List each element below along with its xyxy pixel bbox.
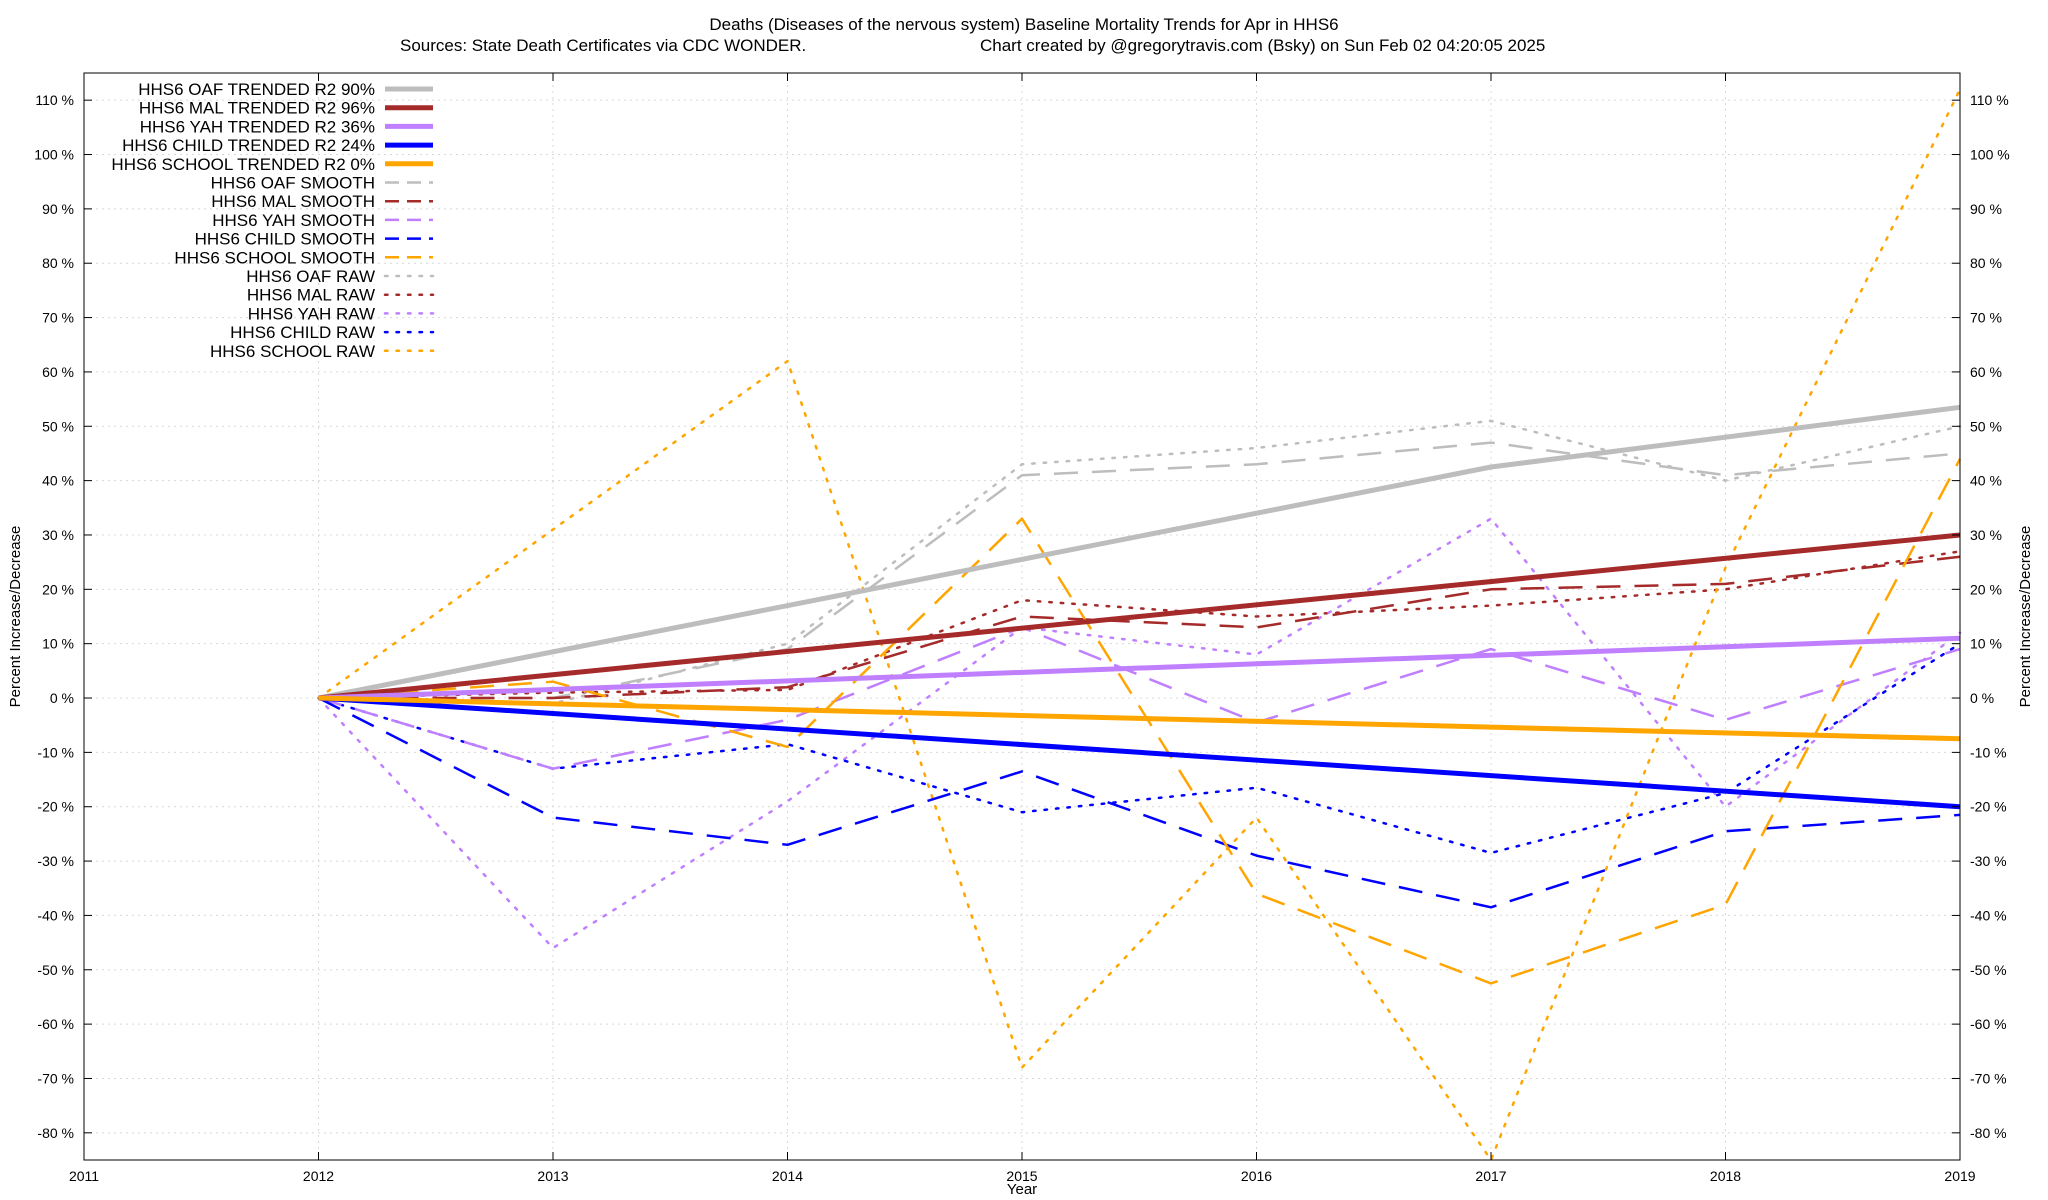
series-line-child-solid [318,695,1961,810]
y-tick-label-left: 90 % [42,201,74,217]
series-line-yah-dashed [318,626,1961,770]
y-tick-label-left: 60 % [42,364,74,380]
y-tick-label-right: -60 % [1970,1016,2007,1032]
axis-ticks: 2011 2012 2013 2014 2015 2016 2017 2018 2019 -80 … [34,73,2010,1184]
y-tick-label-right: 0 % [1970,690,1994,706]
legend-entry-label: HHS6 CHILD TRENDED R2 24% [122,136,375,155]
x-tick-label: 2012 [303,1168,334,1184]
y-tick-label-right: 60 % [1970,364,2002,380]
x-tick-label: 2015 [1006,1168,1037,1184]
chart-title: Deaths (Diseases of the nervous system) … [709,15,1338,34]
y-tick-label-right: 90 % [1970,201,2002,217]
chart-subtitle-credit: Chart created by @gregorytravis.com (Bsk… [980,36,1545,55]
y-tick-label-left: -10 % [37,744,74,760]
series-line-oaf-solid [318,404,1961,701]
y-tick-label-left: 50 % [42,418,74,434]
legend-entry-label: HHS6 OAF RAW [246,267,375,286]
series-line-school-dotted [317,88,1962,1162]
x-tick-label: 2018 [1710,1168,1741,1184]
y-tick-label-right: -20 % [1970,799,2007,815]
y-tick-label-left: -40 % [37,907,74,923]
y-tick-label-right: 100 % [1970,147,2010,163]
y-tick-label-left: 100 % [34,147,74,163]
y-tick-label-left: 10 % [42,636,74,652]
y-tick-label-left: -60 % [37,1016,74,1032]
y-tick-label-left: -80 % [37,1125,74,1141]
x-tick-label: 2017 [1475,1168,1506,1184]
series-line-child-dashed [317,696,1961,909]
y-axis-label-left: Percent Increase/Decrease [7,526,24,708]
legend-entry-label: HHS6 CHILD SMOOTH [195,230,375,249]
legend-entry-label: HHS6 YAH SMOOTH [212,211,375,230]
x-tick-label: 2014 [772,1168,803,1184]
y-tick-label-left: 80 % [42,255,74,271]
legend-entry-label: HHS6 YAH TRENDED R2 36% [140,117,375,136]
y-tick-label-left: -20 % [37,799,74,815]
legend-entry-label: HHS6 SCHOOL RAW [210,342,375,361]
series-line-school-solid [318,695,1961,742]
x-tick-label: 2019 [1944,1168,1975,1184]
legend-entry-label: HHS6 OAF TRENDED R2 90% [138,80,375,99]
legend-entry-label: HHS6 SCHOOL SMOOTH [174,248,375,267]
series-line-oaf-dotted [317,419,1962,705]
y-tick-label-right: 110 % [1970,92,2009,108]
y-tick-label-left: 70 % [42,310,74,326]
chart-subtitle-source: Sources: State Death Certificates via CD… [400,36,806,55]
x-tick-label: 2011 [69,1168,99,1184]
series-line-mal-solid [318,532,1961,701]
series-line-yah-dotted [317,517,1962,950]
x-tick-label: 2013 [537,1168,568,1184]
series-line-school-dashed [318,458,1962,985]
grid [83,73,1961,1160]
y-tick-label-right: 50 % [1970,418,2002,434]
legend-entry-label: HHS6 OAF SMOOTH [211,174,375,193]
y-tick-label-left: 110 % [35,92,74,108]
y-tick-label-right: -10 % [1970,744,2007,760]
y-tick-label-right: 40 % [1970,473,2002,489]
y-tick-label-right: -70 % [1970,1070,2007,1086]
y-tick-label-left: -30 % [37,853,74,869]
y-tick-label-right: -40 % [1970,907,2007,923]
y-tick-label-left: -70 % [37,1070,74,1086]
y-tick-label-left: 0 % [50,690,74,706]
series-line-yah-solid [318,635,1961,701]
y-tick-label-left: 30 % [42,527,74,543]
y-tick-label-right: -50 % [1970,962,2007,978]
y-tick-label-right: 30 % [1970,527,2002,543]
y-tick-label-left: 40 % [42,473,74,489]
y-tick-label-right: -80 % [1970,1125,2007,1141]
y-tick-label-right: 70 % [1970,310,2002,326]
legend-entry-label: HHS6 MAL RAW [247,286,375,305]
y-tick-label-left: -50 % [37,962,74,978]
y-tick-label-right: 20 % [1970,581,2002,597]
legend: HHS6 OAF TRENDED R2 90%HHS6 MAL TRENDED … [111,80,435,361]
y-tick-label-right: -30 % [1970,853,2007,869]
legend-entry-label: HHS6 CHILD RAW [230,323,375,342]
y-tick-label-right: 80 % [1970,255,2002,271]
series-lines [317,88,1962,1162]
legend-entry-label: HHS6 SCHOOL TRENDED R2 0% [111,155,375,174]
series-line-mal-dashed [318,555,1961,700]
series-line-child-dotted [317,642,1962,855]
x-tick-label: 2016 [1241,1168,1272,1184]
y-tick-label-left: 20 % [42,581,74,597]
y-axis-label-right: Percent Increase/Decrease [2017,526,2034,708]
x-axis-label: Year [1007,1181,1037,1198]
y-tick-label-right: 10 % [1970,636,2002,652]
legend-entry-label: HHS6 YAH RAW [248,304,375,323]
legend-entry-label: HHS6 MAL TRENDED R2 96% [139,99,375,118]
legend-entry-label: HHS6 MAL SMOOTH [211,192,375,211]
